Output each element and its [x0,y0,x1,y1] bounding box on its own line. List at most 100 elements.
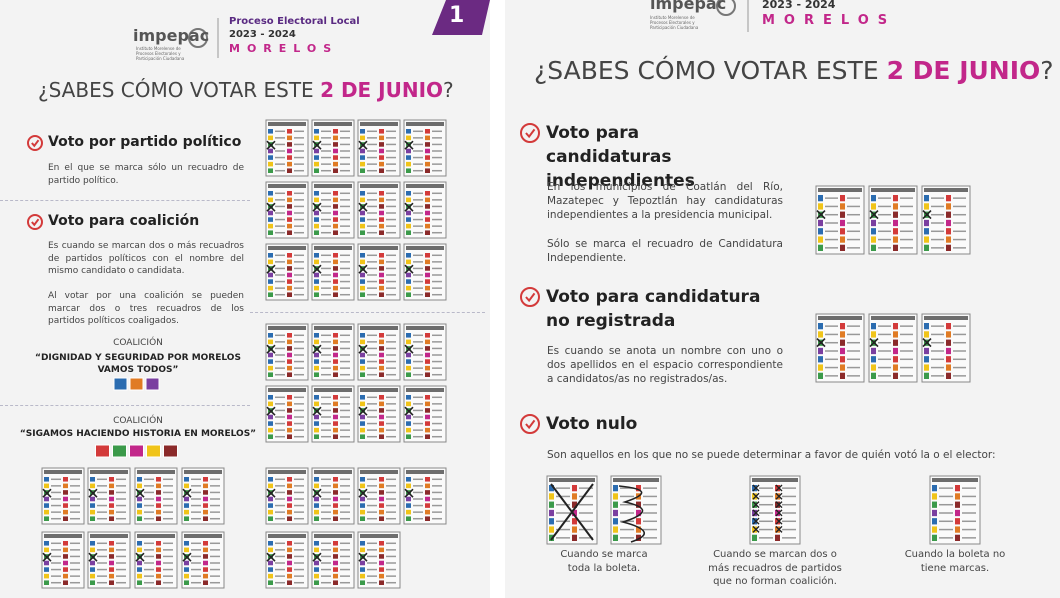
party-box [333,223,338,229]
party-box [752,526,757,533]
party-box [818,331,823,338]
ballot-mark [775,509,783,517]
party-box [406,197,411,203]
party-box [109,503,114,508]
ballot-mark [312,488,322,498]
party-box [360,272,365,278]
party-box [156,554,161,559]
party-box [268,197,273,203]
ballot-mark [266,488,276,498]
ballot [265,467,309,525]
party-box [406,509,411,515]
party-box [425,352,430,358]
logo-mark [716,0,736,16]
header-line: MORELOS [229,42,339,55]
check-circle [27,214,43,230]
check-icon [520,414,540,434]
party-box [425,401,430,407]
party-box [360,223,365,229]
party-box [90,573,95,579]
party-box [572,534,577,541]
section-text: Es cuando se anota un nombre con uno o d… [547,345,783,385]
party-box [203,580,208,585]
party-box [932,493,937,500]
ballot-mark [404,202,414,212]
ballot-frame [403,323,447,381]
party-box [287,168,292,173]
null-caption: Cuando se marca toda la boleta. [560,549,648,574]
party-box [268,230,273,235]
party-box [360,503,365,508]
party-box [840,219,845,227]
ballot-mark [266,264,276,274]
party-box [775,493,780,500]
party-box [379,168,384,173]
party-box [893,356,898,363]
ballot [265,119,309,177]
party-box [425,142,430,147]
check-icon [27,214,43,230]
party-box [406,339,411,345]
party-box [924,323,929,330]
party-box [44,509,49,515]
party-box [871,323,876,330]
party-box [379,421,384,426]
party-box [268,253,273,258]
party-box [360,285,365,291]
party-box [44,560,49,566]
party-box [360,395,365,400]
party-box [314,129,319,134]
party-box [425,204,430,209]
party-box [636,501,641,508]
party-box [425,230,430,235]
section-heading: Voto nulo [546,414,638,434]
party-box [314,434,319,439]
ballot [403,119,447,177]
party-box [818,203,823,210]
party-box [425,292,430,297]
party-box [840,203,845,210]
ballot-frame [265,385,309,443]
section-heading: Voto para candidatura no registrada [546,287,761,331]
party-box [287,477,292,482]
party-box [203,490,208,495]
party-box [379,516,384,521]
party-box [137,496,142,502]
ballot-mark [775,484,783,492]
ballot-header [871,188,915,192]
party-box [360,135,365,141]
party-box [63,516,68,521]
ballot-frame [357,385,401,443]
ballot-frame [311,531,355,589]
party-box [406,135,411,141]
party-box [360,547,365,553]
party-box [406,427,411,433]
party-box [425,372,430,377]
party-box [360,477,365,482]
ballot-frame [265,119,309,177]
party-box [406,129,411,134]
party-box [932,501,937,508]
party-box [946,331,951,338]
party-box [268,395,273,400]
ballot-header [406,388,444,392]
party-box [425,333,430,338]
party-box [268,259,273,265]
party-box [893,228,898,235]
party-box [333,359,338,364]
party-box [360,148,365,154]
party-box [924,372,929,379]
party-box [63,560,68,566]
party-box [840,323,845,330]
party-box [360,414,365,420]
party-box [946,244,951,251]
ballot-mark [358,140,368,150]
party-box [425,272,430,278]
ballot-frame [134,531,178,589]
party-box [379,148,384,154]
ballot-mark [358,406,368,416]
ballot-header [360,184,398,188]
party-box [287,408,292,413]
ballot-header [932,478,978,482]
party-box [287,509,292,515]
